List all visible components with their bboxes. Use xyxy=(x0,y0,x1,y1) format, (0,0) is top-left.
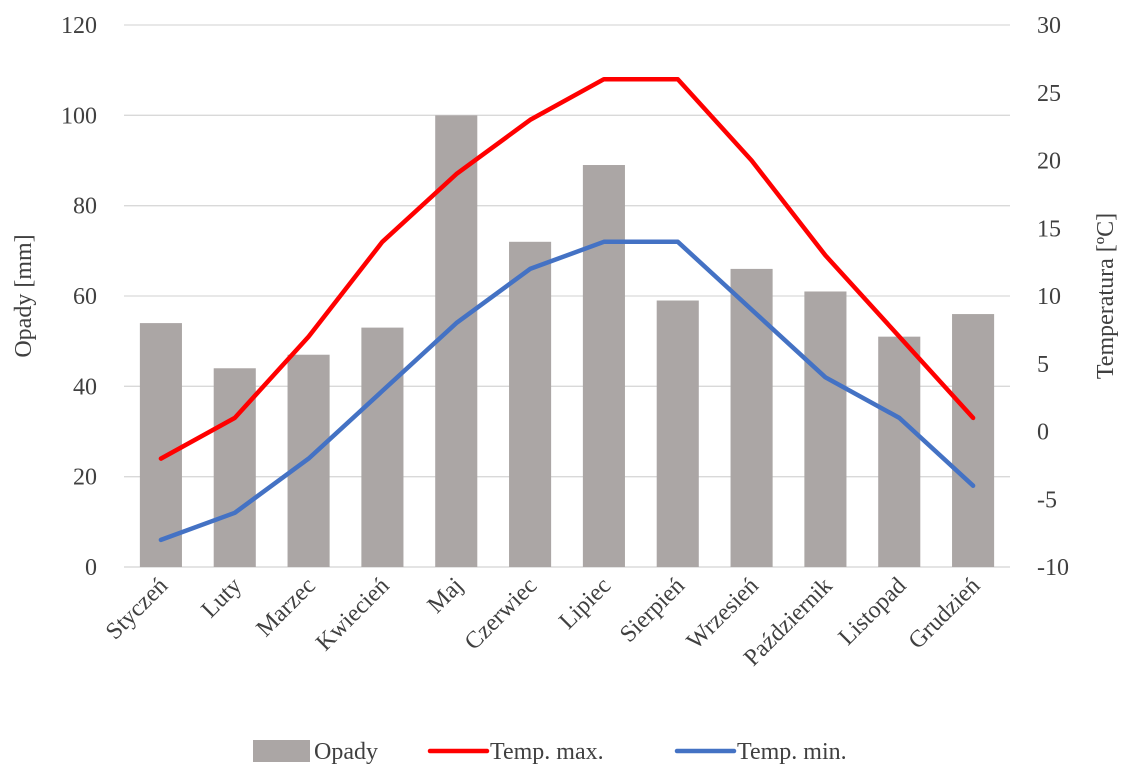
x-tick-label: Sierpień xyxy=(615,573,690,648)
bar-10 xyxy=(804,291,847,567)
x-tick-label: Kwiecień xyxy=(311,573,394,656)
left-tick-label: 40 xyxy=(73,374,97,400)
right-tick-label: -10 xyxy=(1037,555,1069,581)
bar-2 xyxy=(213,368,256,567)
legend: Opady Temp. max. Temp. min. xyxy=(253,739,847,765)
line-series xyxy=(158,76,976,543)
left-tick-label: 60 xyxy=(73,284,97,310)
x-tick-label: Styczeń xyxy=(101,573,173,645)
legend-label-temp-min: Temp. min. xyxy=(737,739,847,765)
legend-swatch-opady xyxy=(253,740,310,762)
line-temp-max xyxy=(158,76,976,461)
right-tick-label: 20 xyxy=(1037,149,1061,175)
bar-8 xyxy=(656,300,699,567)
x-tick-label: Listopad xyxy=(834,573,912,651)
left-axis-title: Opady [mm] xyxy=(11,234,37,357)
right-tick-label: -5 xyxy=(1037,487,1057,513)
bar-9 xyxy=(730,268,773,567)
legend-label-opady: Opady xyxy=(314,739,378,765)
x-tick-label: Lipiec xyxy=(554,573,616,635)
right-tick-label: 25 xyxy=(1037,81,1061,107)
left-tick-label: 80 xyxy=(73,194,97,220)
bar-7 xyxy=(582,165,625,567)
right-tick-label: 15 xyxy=(1037,216,1061,242)
x-tick-label: Maj xyxy=(423,573,469,619)
bar-1 xyxy=(139,323,182,567)
bar-6 xyxy=(509,241,552,568)
x-tick-label: Marzec xyxy=(252,573,321,642)
right-tick-label: 30 xyxy=(1037,13,1061,39)
right-tick-label: 0 xyxy=(1037,420,1049,446)
x-tick-label: Czerwiec xyxy=(460,573,542,655)
left-tick-label: 20 xyxy=(73,465,97,491)
bar-11 xyxy=(878,336,921,567)
right-axis-ticks: -10 -5 0 5 10 15 20 25 30 xyxy=(1037,13,1069,581)
left-tick-label: 120 xyxy=(61,13,97,39)
left-tick-label: 100 xyxy=(61,103,97,129)
line-temp-min xyxy=(158,239,976,543)
left-axis-ticks: 0 20 40 60 80 100 120 xyxy=(61,13,97,581)
x-tick-label: Luty xyxy=(197,573,247,623)
bar-12 xyxy=(952,314,995,567)
x-tick-label: Grudzień xyxy=(904,573,986,655)
right-axis-title: Temperatura [ºC] xyxy=(1093,213,1119,379)
left-tick-label: 0 xyxy=(85,555,97,581)
bar-4 xyxy=(361,327,404,567)
gridlines xyxy=(124,24,1010,568)
right-tick-label: 10 xyxy=(1037,284,1061,310)
bar-series-opady xyxy=(139,115,995,568)
bar-5 xyxy=(435,115,478,567)
right-tick-label: 5 xyxy=(1037,352,1049,378)
legend-label-temp-max: Temp. max. xyxy=(490,739,604,765)
